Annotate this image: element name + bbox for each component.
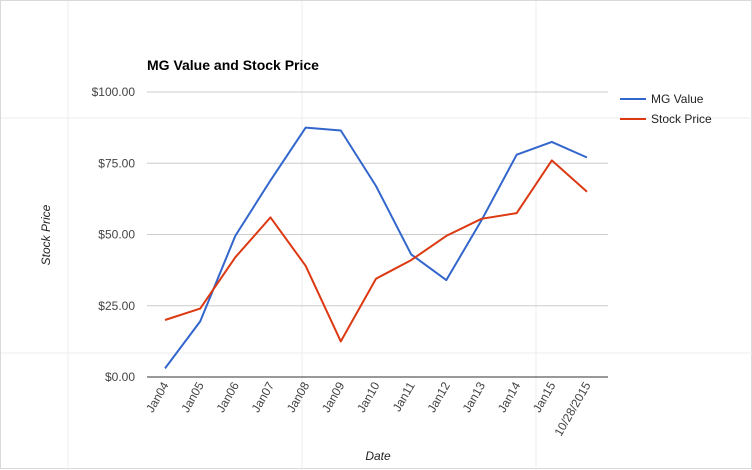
series-lines [164,126,588,369]
x-axis-title: Date [365,449,391,463]
chart-title: MG Value and Stock Price [147,57,319,73]
y-tick-label: $50.00 [98,228,135,242]
y-tick-label: $0.00 [105,370,135,384]
y-tick-label: $75.00 [98,156,135,170]
x-tick-label: Jan07 [249,379,278,415]
y-axis-title: Stock Price [39,204,53,265]
series-line-1 [164,159,588,343]
x-tick-label: Jan10 [354,379,383,415]
x-tick-label: Jan11 [390,379,418,414]
horizontal-gridlines [147,91,608,378]
x-tick-label: Jan13 [460,379,489,415]
x-tick-label: 10/28/2015 [551,379,593,438]
y-tick-label: $100.00 [92,85,136,99]
y-tick-labels: $0.00 $25.00 $50.00 $75.00 $100.00 [92,85,136,384]
y-tick-label: $25.00 [98,299,135,313]
legend-label-0: MG Value [651,92,704,106]
x-tick-label: Jan04 [143,379,172,415]
x-tick-label: Jan09 [319,379,348,415]
x-tick-labels: Jan04 Jan05 Jan06 Jan07 Jan08 Jan09 Jan10 Jan11… [143,379,594,438]
x-tick-label: Jan12 [424,379,453,415]
legend: MG Value Stock Price [620,92,712,126]
legend-label-1: Stock Price [651,112,712,126]
x-tick-label: Jan15 [530,379,559,415]
series-line-0 [164,126,588,369]
x-tick-label: Jan06 [213,379,242,415]
x-tick-label: Jan14 [495,379,524,415]
x-tick-label: Jan05 [178,379,207,415]
x-tick-label: Jan08 [284,379,313,415]
